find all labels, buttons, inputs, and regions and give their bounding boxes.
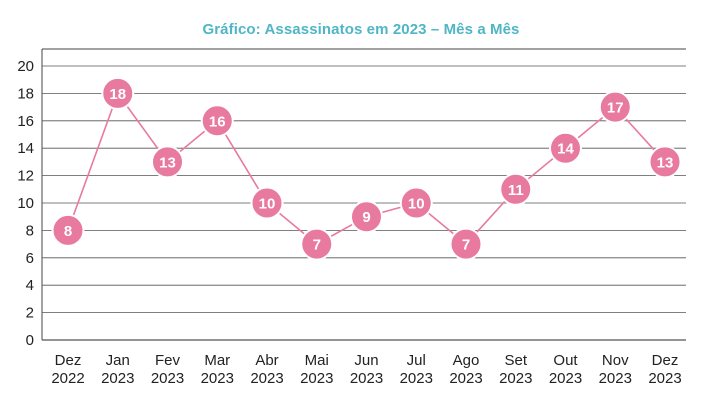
x-tick-label-month: Abr (255, 352, 278, 369)
x-tick-label-year: 2023 (201, 370, 234, 387)
x-tick-label-year: 2023 (400, 370, 433, 387)
data-point[interactable] (200, 104, 234, 138)
y-tick-label: 4 (26, 277, 34, 294)
y-tick-label: 2 (26, 305, 34, 322)
y-tick-label: 20 (17, 58, 34, 75)
y-tick-label: 16 (17, 113, 34, 130)
x-tick-label-month: Mar (204, 352, 230, 369)
y-tick-label: 0 (26, 332, 34, 349)
data-point[interactable] (499, 172, 533, 206)
data-point[interactable] (151, 145, 184, 179)
x-tick-label-year: 2023 (250, 370, 283, 387)
x-tick-label-year: 2023 (449, 370, 482, 387)
y-tick-label: 14 (17, 140, 34, 157)
data-label: 8 (64, 223, 72, 240)
data-label: 13 (657, 154, 674, 171)
data-label: 17 (607, 100, 624, 117)
x-tick-label-year: 2023 (599, 370, 632, 387)
x-tick-label-year: 2023 (101, 370, 134, 387)
data-point[interactable] (449, 227, 483, 261)
x-tick-label-month: Jul (407, 352, 426, 369)
data-label: 14 (557, 141, 574, 158)
y-tick-label: 8 (26, 222, 34, 239)
x-tick-label-month: Dez (652, 352, 679, 369)
x-tick-label-month: Out (553, 352, 578, 369)
data-point[interactable] (51, 213, 85, 247)
data-point[interactable] (598, 90, 632, 124)
data-point[interactable] (648, 145, 682, 179)
data-point[interactable] (399, 186, 433, 220)
x-tick-label-month: Jan (106, 352, 130, 369)
data-label: 9 (362, 209, 370, 226)
data-point[interactable] (549, 131, 582, 165)
data-label: 18 (109, 86, 126, 103)
data-label: 7 (462, 237, 470, 254)
data-label: 10 (408, 196, 425, 213)
y-tick-label: 12 (17, 168, 34, 185)
data-label: 10 (259, 196, 276, 213)
x-tick-label-year: 2023 (549, 370, 582, 387)
data-label: 7 (313, 237, 321, 254)
x-tick-label-year: 2023 (151, 370, 184, 387)
x-tick-label-year: 2023 (499, 370, 532, 387)
y-tick-label: 18 (17, 85, 34, 102)
x-tick-label-month: Ago (453, 352, 480, 369)
data-point[interactable] (101, 76, 135, 110)
x-tick-label-month: Nov (602, 352, 629, 369)
data-point[interactable] (350, 200, 383, 234)
data-label: 11 (508, 182, 524, 199)
y-tick-label: 10 (17, 195, 34, 212)
x-tick-label-month: Mai (305, 352, 329, 369)
x-tick-label-month: Set (504, 352, 527, 369)
x-tick-label-year: 2023 (350, 370, 383, 387)
x-tick-label-year: 2023 (300, 370, 333, 387)
data-label: 16 (209, 113, 226, 130)
x-tick-label-month: Dez (55, 352, 82, 369)
data-label: 13 (159, 154, 176, 171)
chart-title: Gráfico: Assassinatos em 2023 – Mês a Mê… (202, 21, 520, 38)
data-point[interactable] (250, 186, 284, 220)
x-tick-label-year: 2022 (51, 370, 84, 387)
x-tick-label-month: Fev (155, 352, 181, 369)
data-point[interactable] (300, 227, 334, 261)
y-tick-label: 6 (26, 250, 34, 267)
x-tick-label-year: 2023 (648, 370, 681, 387)
x-tick-label-month: Jun (354, 352, 378, 369)
